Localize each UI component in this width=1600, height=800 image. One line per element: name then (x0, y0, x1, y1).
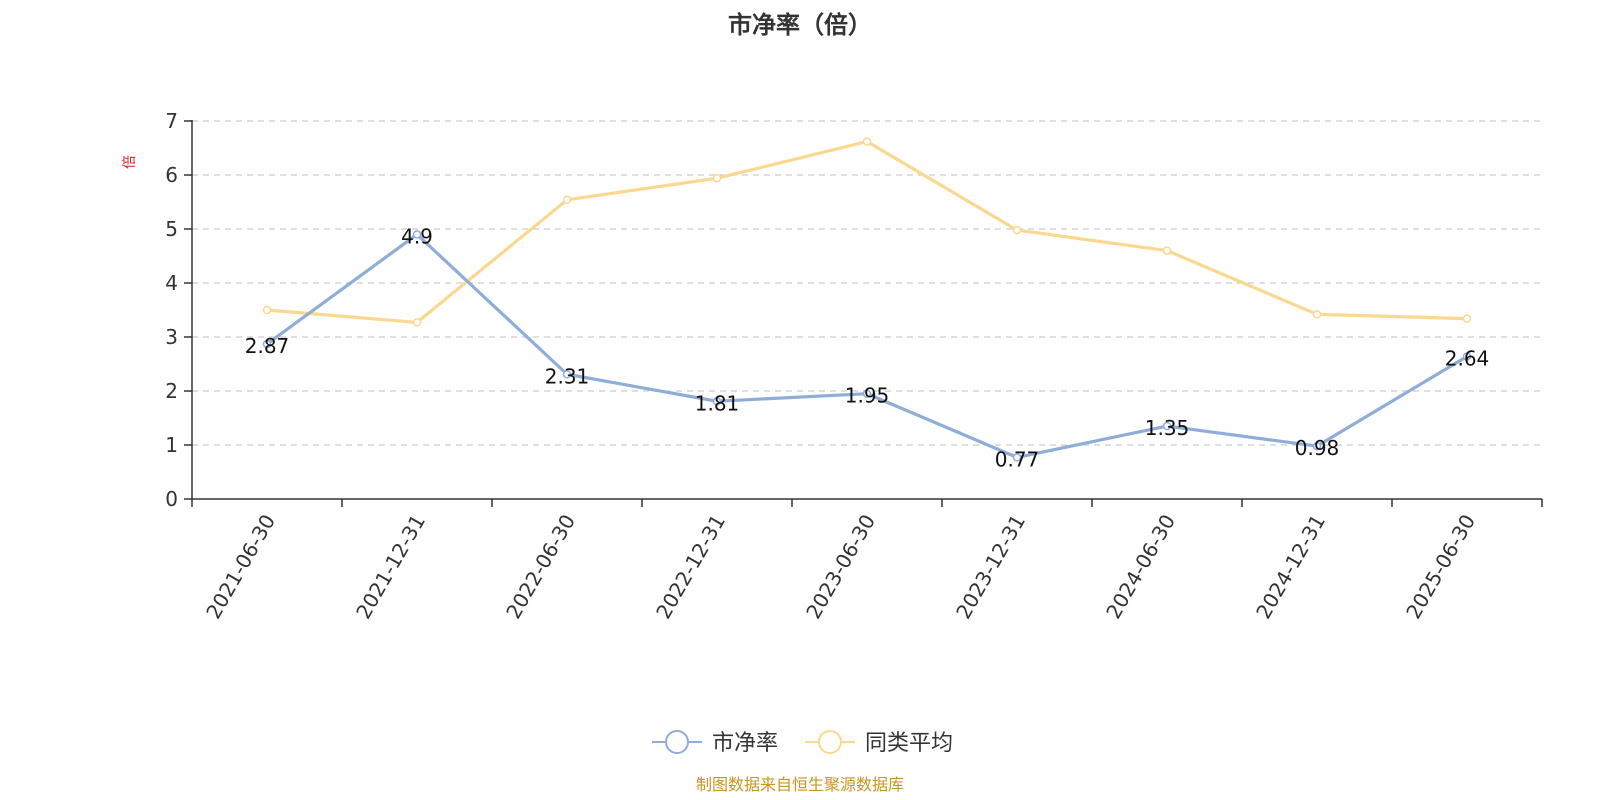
series-line-0 (266, 232, 1468, 460)
x-tick-label: 2021-12-31 (351, 510, 430, 623)
data-label: 1.35 (1145, 416, 1190, 440)
x-tick-labels: 2021-06-30 2021-12-31 2022-06-30 2022-12-31… (201, 510, 1480, 623)
legend-item-1[interactable]: 同类平均 (805, 730, 953, 756)
x-tick-label: 2024-06-30 (1101, 510, 1180, 623)
data-point[interactable] (562, 370, 572, 379)
data-point[interactable] (712, 397, 722, 406)
data-label: 2.64 (1445, 346, 1490, 370)
data-label: 2.87 (245, 334, 290, 358)
y-tick-label: 5 (165, 217, 178, 241)
legend[interactable]: 市净率 同类平均 (652, 730, 953, 756)
legend-marker (665, 730, 689, 754)
y-tick-labels: 0 1 2 3 4 5 6 7 (165, 109, 178, 511)
data-label: 4.9 (401, 224, 433, 248)
data-point[interactable] (1312, 441, 1322, 451)
y-tick-label: 6 (165, 163, 178, 187)
data-point[interactable] (1462, 352, 1472, 361)
data-label: 1.81 (695, 391, 740, 415)
data-label: 1.95 (845, 384, 890, 408)
series-layer (262, 137, 1472, 462)
data-label: 0.77 (995, 447, 1040, 471)
data-point[interactable] (562, 195, 572, 205)
grid-lines (192, 120, 1542, 446)
legend-marker (818, 730, 842, 754)
legend-label: 市净率 (712, 731, 778, 756)
y-tick-label: 7 (165, 109, 178, 133)
axes (184, 120, 1543, 507)
x-tick-label: 2023-06-30 (801, 510, 880, 623)
data-point[interactable] (862, 389, 872, 398)
legend-label: 同类平均 (865, 731, 953, 756)
y-tick-label: 4 (165, 271, 178, 295)
y-axis-unit: 倍 (122, 155, 138, 169)
data-label: 2.31 (545, 364, 590, 388)
data-point[interactable] (712, 173, 722, 183)
y-tick-label: 2 (165, 379, 178, 403)
data-point[interactable] (862, 137, 872, 146)
data-point[interactable] (1312, 310, 1322, 319)
x-tick-label: 2025-06-30 (1401, 510, 1480, 623)
data-point[interactable] (1162, 246, 1172, 255)
x-tick-label: 2022-12-31 (651, 510, 730, 623)
x-tick-label: 2023-12-31 (951, 510, 1030, 623)
data-point[interactable] (262, 305, 272, 315)
legend-item-0[interactable]: 市净率 (652, 730, 778, 756)
x-tick-label: 2022-06-30 (501, 510, 580, 623)
data-point[interactable] (1012, 453, 1022, 462)
data-point[interactable] (412, 230, 422, 239)
series-line-1 (266, 139, 1468, 325)
x-tick-label: 2021-06-30 (201, 510, 280, 623)
data-point[interactable] (1012, 225, 1022, 235)
data-point[interactable] (262, 339, 272, 349)
data-labels: 2.87 4.9 2.31 1.81 1.95 0.77 1.35 0.98 2.64 (245, 224, 1490, 471)
data-point[interactable] (1462, 314, 1472, 323)
y-tick-label: 1 (165, 433, 178, 457)
data-point[interactable] (412, 318, 422, 327)
data-label: 0.98 (1295, 436, 1340, 460)
source-note: 制图数据来自恒生聚源数据库 (696, 775, 904, 794)
x-tick-label: 2024-12-31 (1251, 510, 1330, 623)
y-tick-label: 0 (165, 487, 178, 511)
y-tick-label: 3 (165, 325, 178, 349)
data-point[interactable] (1162, 421, 1172, 431)
chart-title: 市净率（倍） (728, 11, 872, 39)
